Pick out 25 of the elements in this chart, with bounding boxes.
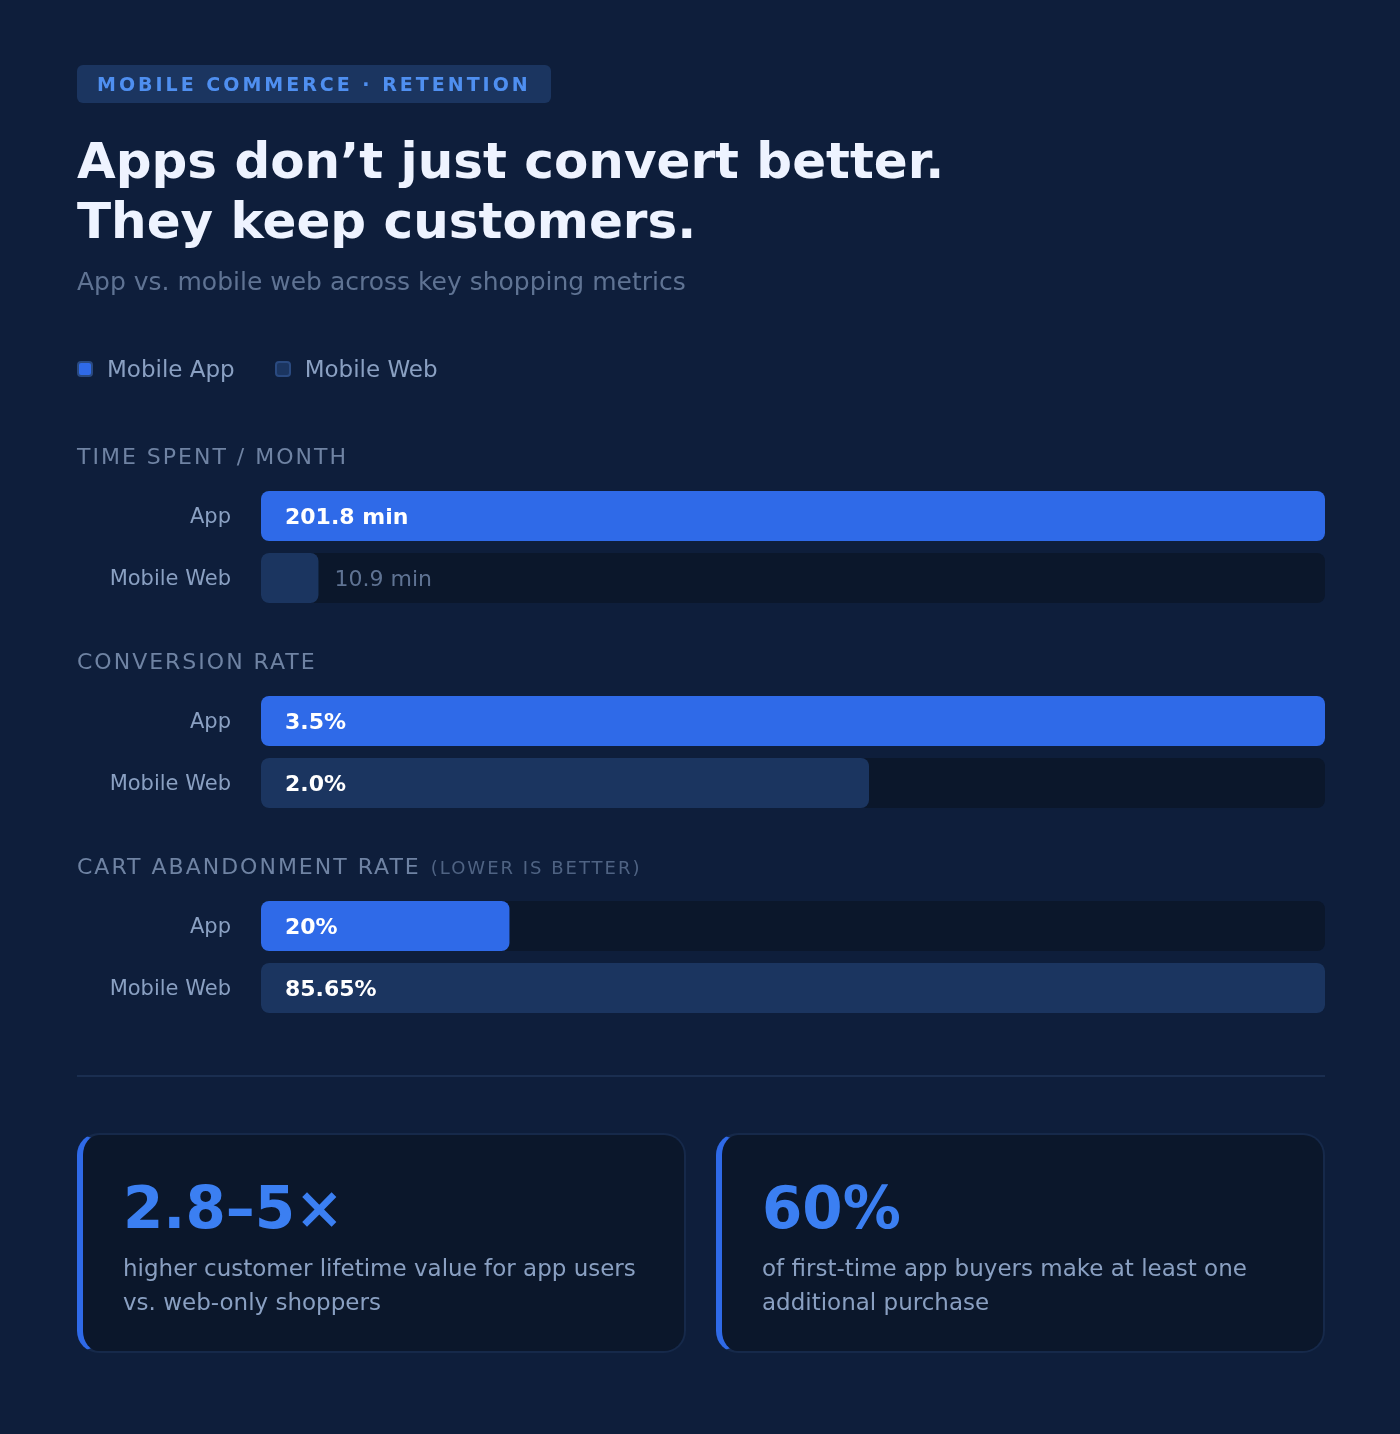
legend-label: Mobile Web: [303, 356, 438, 382]
data-label: 2.0%: [285, 771, 347, 796]
text: App vs. mobile web across key shopping metrics: [77, 267, 687, 296]
y-tick-label: Mobile Web: [109, 771, 231, 796]
text: higher customer lifetime value for app users vs. web-only shoppers: [123, 1254, 637, 1317]
y-tick-label: Mobile Web: [109, 566, 231, 591]
text: 60%: [762, 1174, 902, 1242]
data-label: 201.8 min: [285, 504, 409, 529]
chart-title: CONVERSION RATE: [77, 649, 318, 674]
data-label: 85.65%: [285, 976, 377, 1001]
chart-title: TIME SPENT / MONTH: [77, 444, 349, 469]
text: of first-time app buyers make at least one additional purchase: [762, 1254, 1248, 1317]
data-label: 10.9 min: [334, 566, 432, 591]
y-tick-label: App: [189, 504, 231, 529]
data-label: 3.5%: [285, 709, 347, 734]
legend-label: Mobile App: [106, 356, 235, 382]
y-tick-label: App: [189, 914, 231, 939]
text: 2.8–5×: [123, 1174, 345, 1242]
y-tick-label: App: [189, 709, 231, 734]
data-label: 20%: [285, 914, 338, 939]
text: MOBILE COMMERCE · RETENTION: [77, 65, 551, 103]
chart-title: CART ABANDONMENT RATE: [77, 854, 421, 879]
chart-subtitle: (LOWER IS BETTER): [430, 857, 642, 878]
y-tick-label: Mobile Web: [109, 976, 231, 1001]
text: Apps don’t just convert better. They keep customers.: [77, 131, 946, 251]
